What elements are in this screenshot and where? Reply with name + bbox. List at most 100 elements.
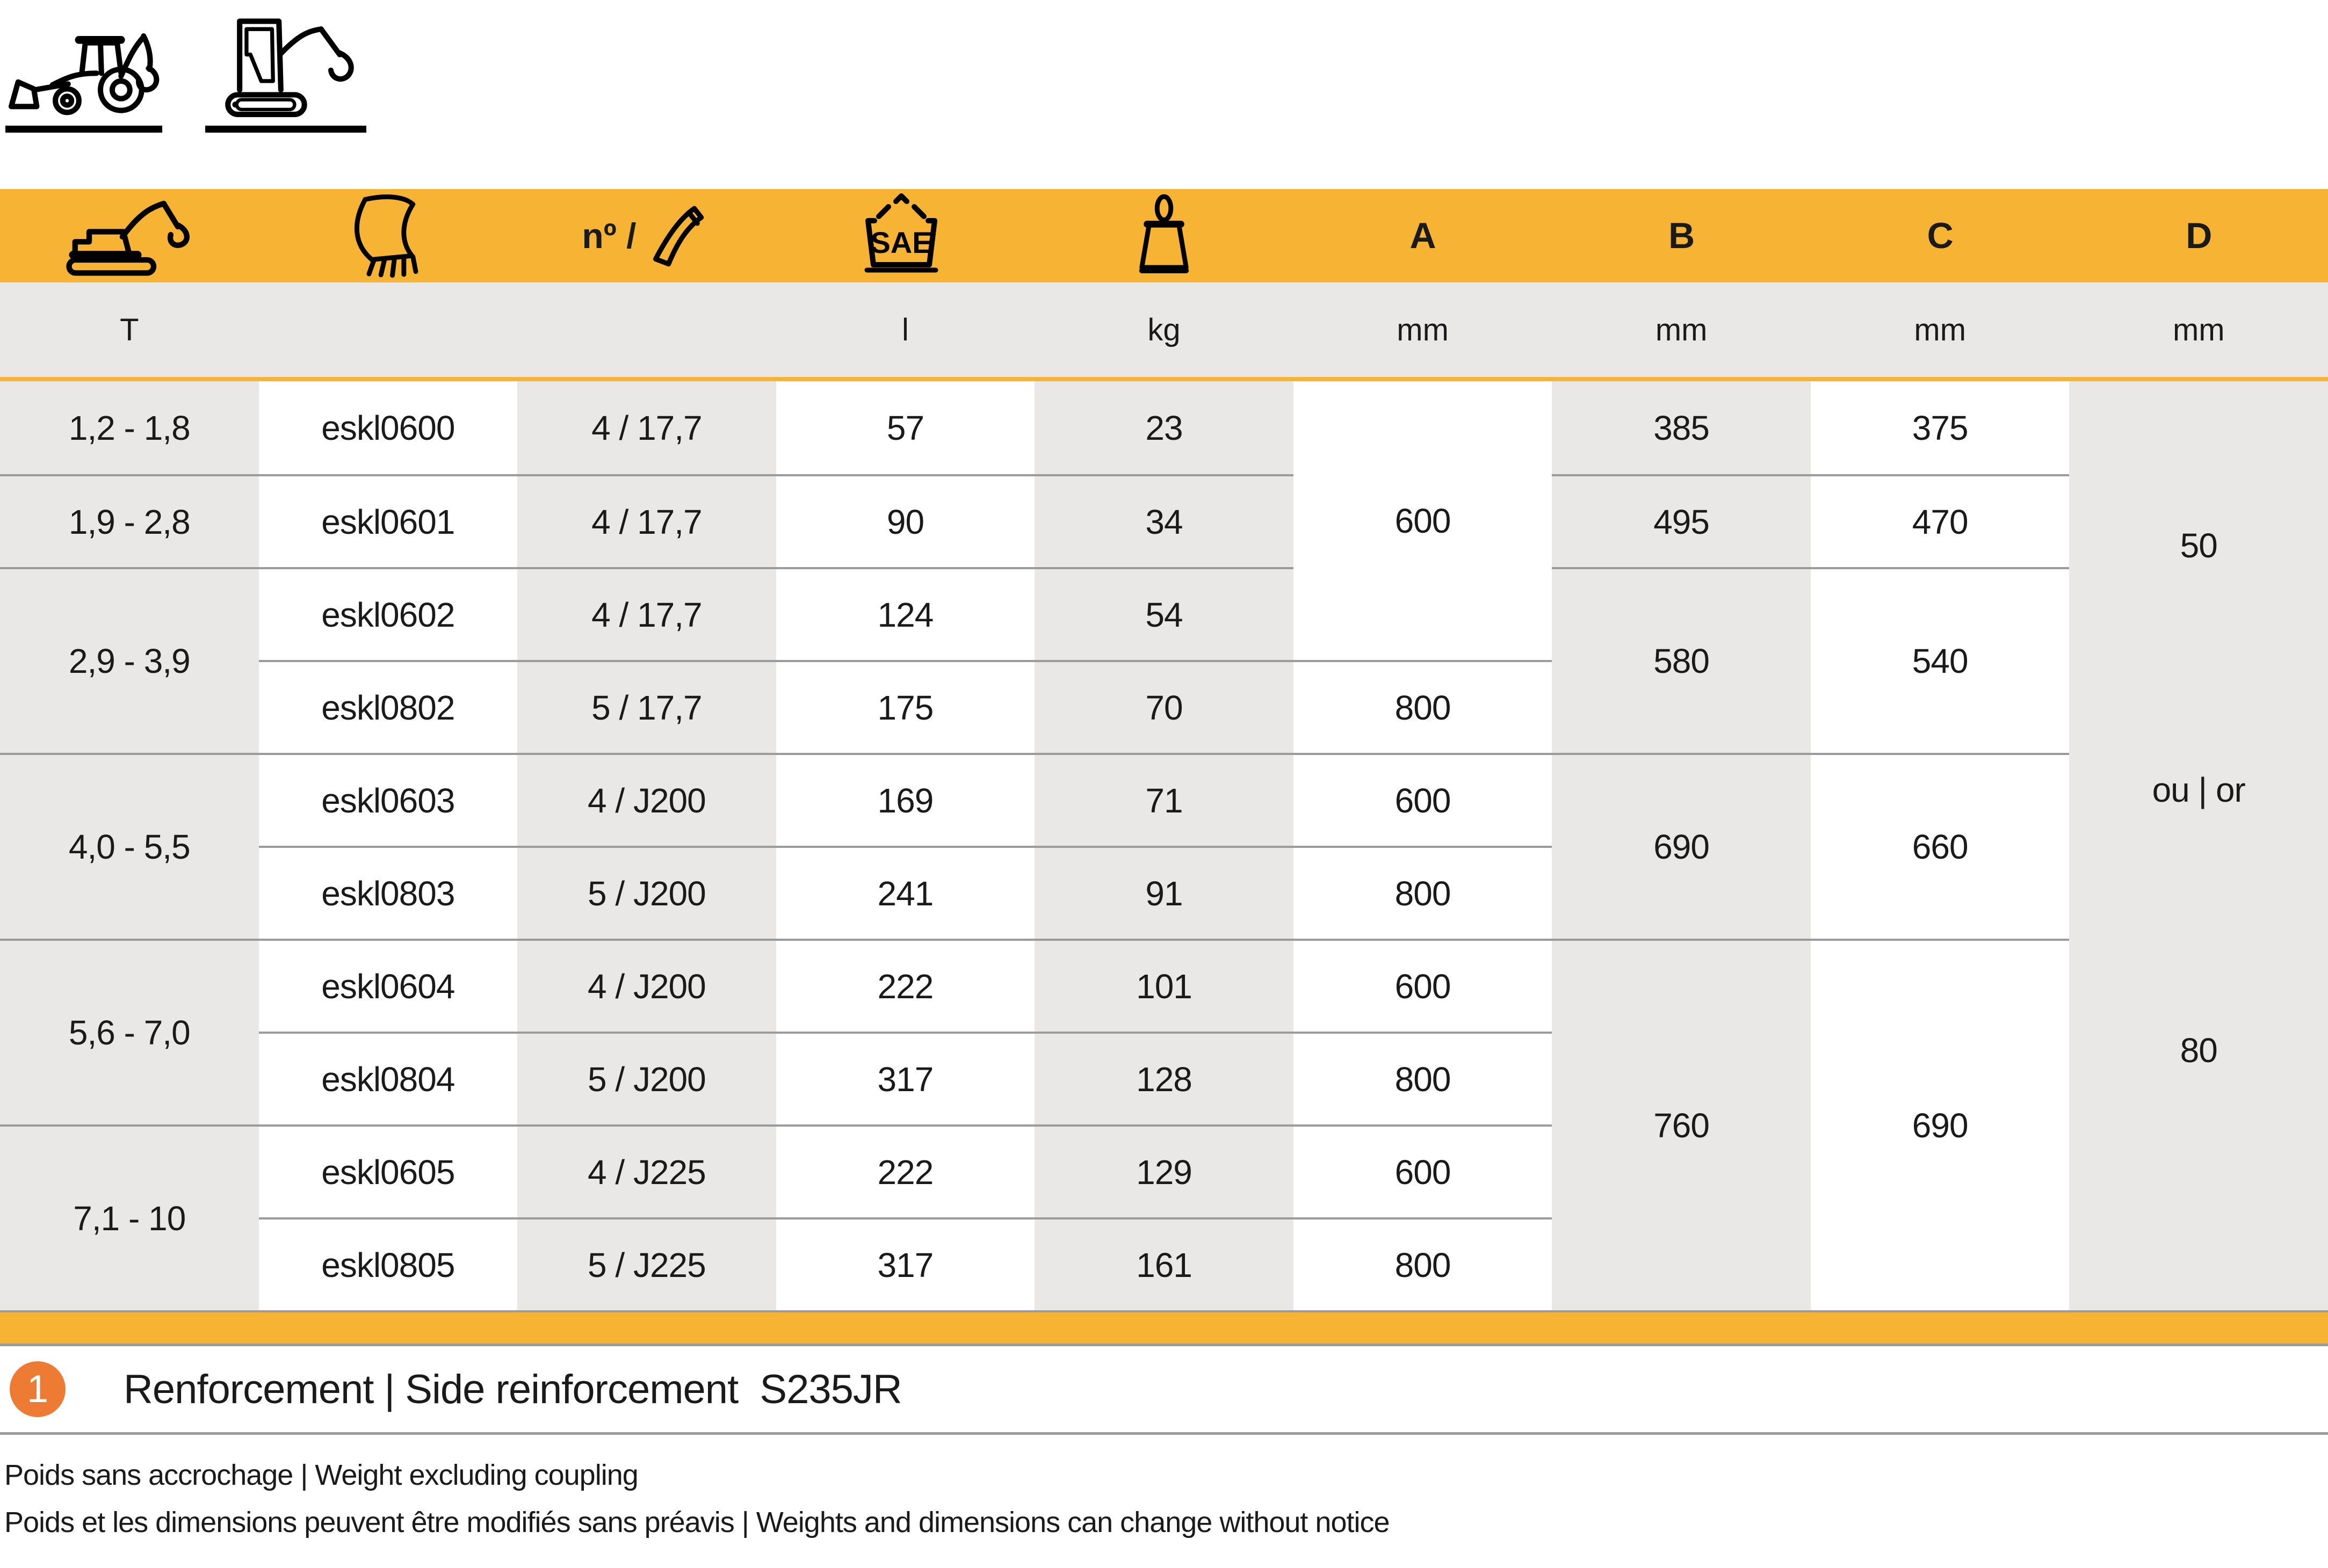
dim-a-value: 600 — [1293, 753, 1552, 846]
mini-excavator-item — [205, 8, 366, 133]
model-code: eskl0600 — [258, 381, 518, 474]
weight-value: 128 — [1035, 1032, 1293, 1124]
capacity-value: 169 — [776, 753, 1035, 846]
unit-a: mm — [1397, 312, 1449, 347]
column-header-D: D — [2186, 215, 2212, 256]
backhoe-loader-icon — [5, 8, 162, 120]
dim-b-value: 385 — [1552, 381, 1811, 474]
tonnage-range: 1,9 - 2,8 — [0, 474, 259, 567]
dim-a-value: 800 — [1293, 660, 1552, 753]
dim-d-value: 80 — [2180, 1030, 2218, 1070]
tonnage-range: 1,2 - 1,8 — [0, 381, 259, 474]
tonnage-range: 2,9 - 3,9 — [0, 567, 259, 753]
capacity-value: 124 — [776, 567, 1035, 660]
table-bottom-bar — [0, 1312, 2328, 1344]
dim-c-value: 660 — [1810, 753, 2070, 939]
unit-model — [259, 282, 518, 377]
teeth-spec: 4 / J200 — [517, 939, 776, 1032]
column-header-A: A — [1409, 215, 1436, 256]
teeth-spec: 5 / J200 — [517, 846, 776, 939]
dim-d-cell: 50 ou | or 80 — [2069, 381, 2328, 1310]
mini-excavator-icon — [205, 8, 366, 120]
dim-b-value: 760 — [1552, 939, 1811, 1310]
weight-value: 70 — [1035, 660, 1293, 753]
unit-weight: kg — [1147, 312, 1181, 347]
unit-c: mm — [1914, 312, 1966, 347]
model-code: eskl0804 — [258, 1032, 518, 1124]
unit-d: mm — [2172, 312, 2225, 347]
teeth-spec: 5 / J200 — [517, 1032, 776, 1124]
tonnage-range: 5,6 - 7,0 — [0, 939, 259, 1124]
machine-column-header — [0, 189, 259, 282]
capacity-value: 57 — [776, 381, 1035, 474]
unit-b: mm — [1655, 312, 1708, 347]
teeth-spec: 4 / J200 — [517, 753, 776, 846]
dim-a-value: 600 — [1293, 381, 1552, 660]
teeth-spec: 4 / 17,7 — [517, 567, 776, 660]
excavator-icon — [62, 195, 197, 276]
bucket-tooth-icon — [647, 204, 711, 268]
sae-capacity-icon: SAE — [858, 193, 952, 279]
teeth-column-header: nº / — [517, 189, 776, 282]
capacity-value: 222 — [776, 939, 1035, 1032]
model-code: eskl0601 — [258, 474, 518, 567]
weight-value: 54 — [1035, 567, 1293, 660]
bucket-column-header — [259, 189, 518, 282]
teeth-spec: 5 / J225 — [517, 1217, 776, 1310]
weight-icon — [1132, 193, 1196, 278]
note-divider — [0, 1432, 2328, 1435]
teeth-spec: 4 / 17,7 — [517, 474, 776, 567]
model-code: eskl0603 — [258, 753, 518, 846]
unit-teeth — [517, 282, 776, 377]
dim-d-value: 50 — [2180, 526, 2218, 565]
teeth-count-label: nº / — [582, 216, 637, 256]
dim-a-value: 800 — [1293, 846, 1552, 939]
weight-value: 71 — [1035, 753, 1293, 846]
capacity-value: 241 — [776, 846, 1035, 939]
weight-column-header — [1035, 189, 1293, 282]
dim-a-value: 800 — [1293, 1217, 1552, 1310]
teeth-spec: 4 / J225 — [517, 1124, 776, 1217]
dim-a-value: 600 — [1293, 939, 1552, 1032]
weight-value: 23 — [1035, 381, 1293, 474]
applicable-machines — [5, 8, 366, 133]
tonnage-range: 7,1 - 10 — [0, 1124, 259, 1310]
teeth-spec: 5 / 17,7 — [517, 660, 776, 753]
backhoe-underline — [5, 126, 162, 133]
model-code: eskl0802 — [258, 660, 518, 753]
footnote-weight: Poids sans accrochage | Weight excluding… — [4, 1459, 639, 1491]
unit-capacity: l — [902, 312, 909, 347]
weight-value: 101 — [1035, 939, 1293, 1032]
dim-d-or-label: ou | or — [2152, 771, 2246, 810]
weight-value: 161 — [1035, 1217, 1293, 1310]
dim-b-value: 580 — [1552, 567, 1811, 753]
weight-value: 129 — [1035, 1124, 1293, 1217]
model-code: eskl0805 — [258, 1217, 518, 1310]
reinforcement-note: 1 Renforcement | Side reinforcement S235… — [0, 1346, 2328, 1432]
dim-c-value: 690 — [1810, 939, 2070, 1310]
bucket-teeth-icon — [338, 193, 438, 279]
header-divider — [0, 377, 2328, 381]
capacity-value: 222 — [776, 1124, 1035, 1217]
note-number-badge: 1 — [10, 1361, 66, 1417]
teeth-spec: 4 / 17,7 — [517, 381, 776, 474]
capacity-value: 175 — [776, 660, 1035, 753]
spec-table: nº / SAE — [0, 189, 2328, 1539]
column-header-B: B — [1668, 215, 1695, 256]
model-code: eskl0602 — [258, 567, 518, 660]
dim-a-value: 600 — [1293, 1124, 1552, 1217]
table-body: 1,2 - 1,8 1,9 - 2,8 2,9 - 3,9 4,0 - 5,5 … — [0, 381, 2328, 1310]
capacity-value: 317 — [776, 1217, 1035, 1310]
dim-c-value: 470 — [1810, 474, 2070, 567]
table-header-row: nº / SAE — [0, 189, 2328, 282]
model-code: eskl0605 — [258, 1124, 518, 1217]
capacity-column-header: SAE — [776, 189, 1035, 282]
dim-b-value: 495 — [1552, 474, 1811, 567]
capacity-value: 317 — [776, 1032, 1035, 1124]
model-code: eskl0604 — [258, 939, 518, 1032]
column-header-C: C — [1927, 215, 1954, 256]
mini-excavator-underline — [205, 126, 366, 133]
table-bottom-line — [0, 1310, 2328, 1312]
note-text: Renforcement | Side reinforcement S235JR — [124, 1366, 902, 1412]
